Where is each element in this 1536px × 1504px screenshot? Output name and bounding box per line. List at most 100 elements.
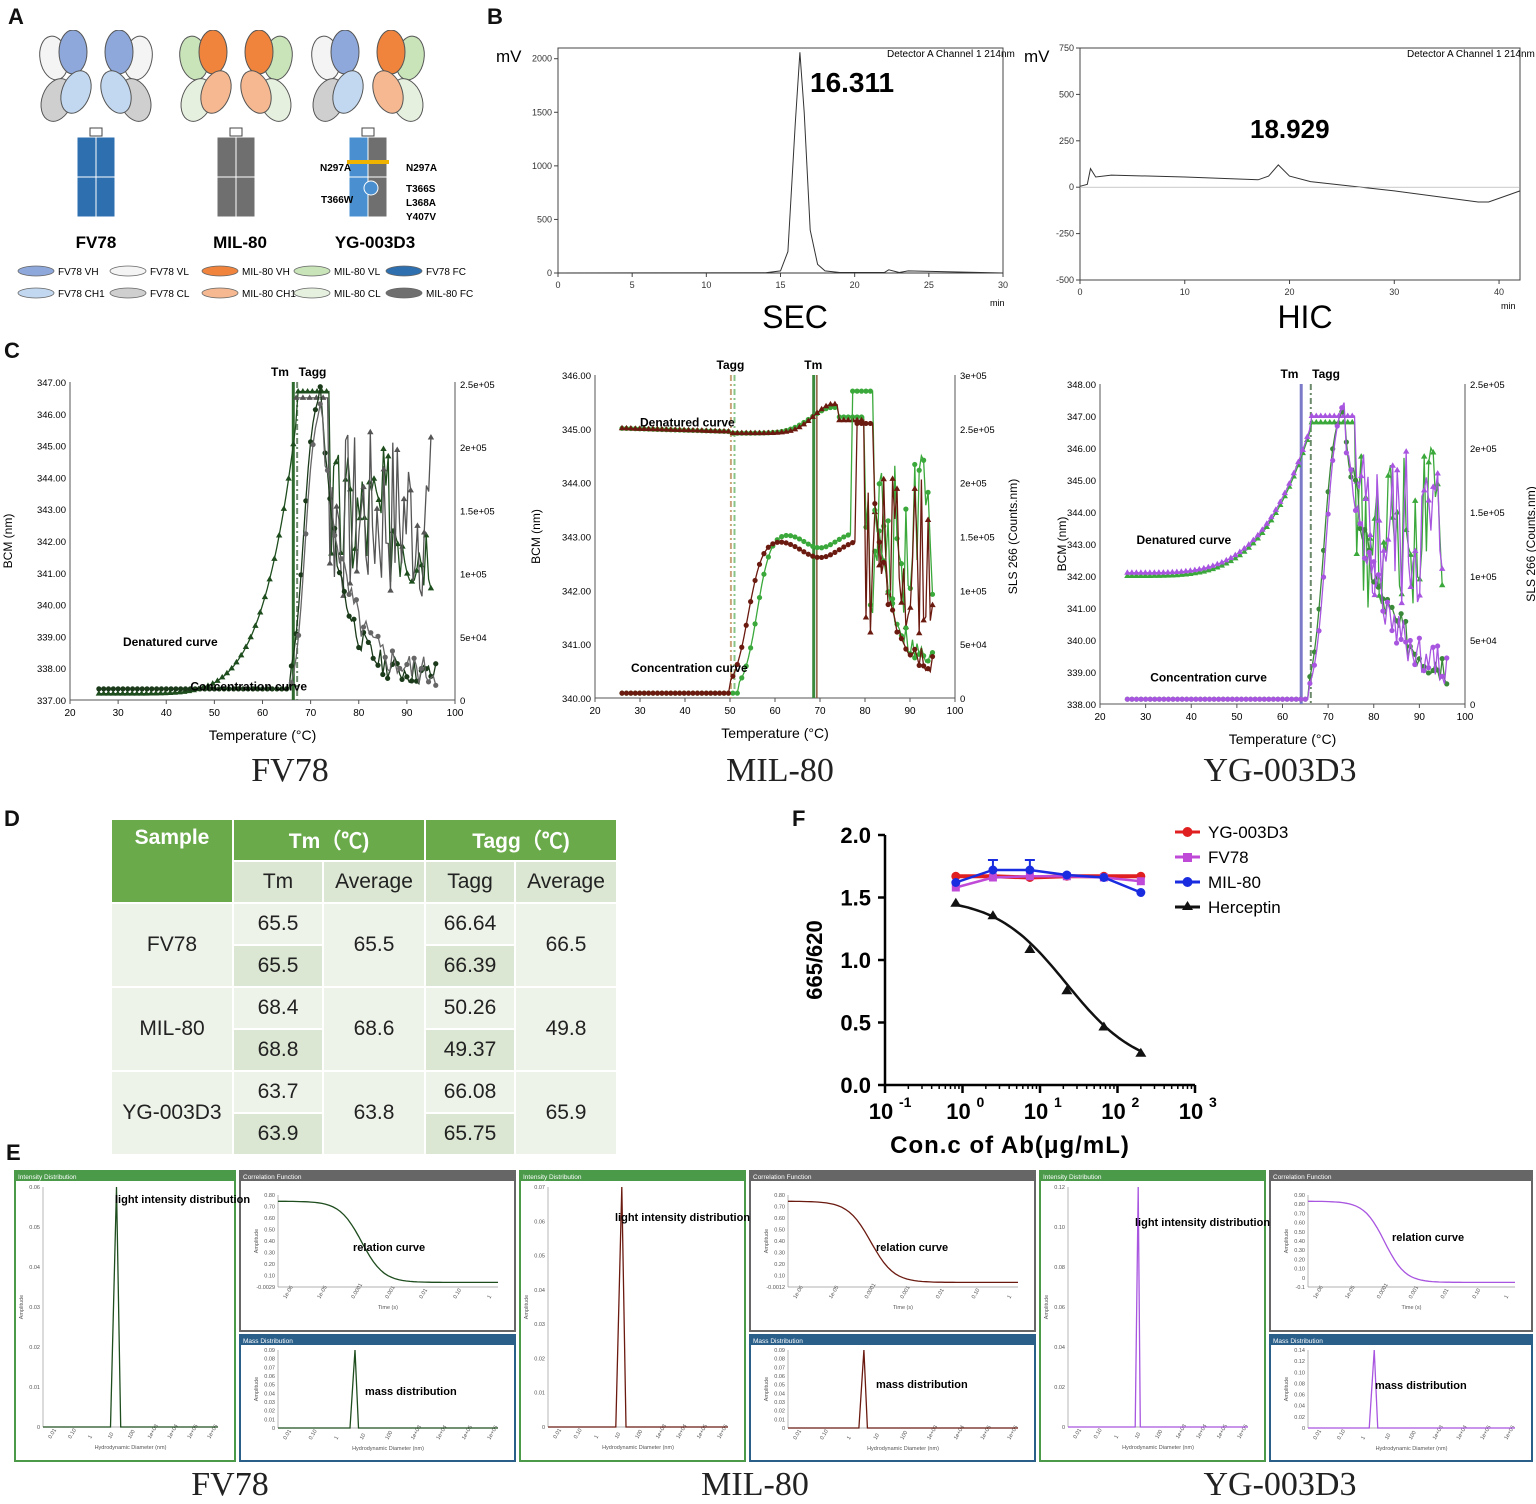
circle-marker [1174, 696, 1181, 702]
circle-marker [332, 532, 338, 538]
circle-marker [1348, 467, 1354, 473]
circle-marker [774, 539, 780, 545]
y-tick-label: 343.00 [1067, 540, 1096, 551]
circle-marker [1320, 574, 1327, 580]
dls-window-titlebar [15, 1171, 235, 1181]
y2-tick-label: 5e+04 [460, 633, 487, 644]
circle-marker [433, 661, 439, 667]
triangle-marker [252, 622, 259, 628]
hinge [361, 127, 375, 137]
y-tick-label: 0.10 [1054, 1225, 1065, 1231]
circle-marker [1247, 696, 1254, 702]
x-tick-label: 0.10 [308, 1429, 319, 1441]
y2-tick-label: 2e+05 [960, 479, 987, 490]
y-tick-label: 340.00 [562, 694, 591, 705]
y-tick-label: 0.01 [774, 1417, 785, 1423]
triangle-marker [1160, 569, 1167, 575]
y-tick-label: 0.03 [774, 1400, 785, 1406]
x-tick-label: 0.10 [1093, 1428, 1104, 1440]
distribution-peak [43, 1186, 218, 1428]
circle-marker [303, 531, 309, 537]
y-tick-label: 0.40 [774, 1239, 785, 1245]
circle-marker [827, 552, 834, 558]
circle-marker [752, 621, 758, 627]
triangle-marker [228, 664, 235, 671]
x-tick-label: 90 [401, 708, 413, 719]
triangle-marker [394, 540, 401, 547]
y-tick-label: 342.00 [562, 586, 591, 597]
table-cell: 63.9 [232, 1112, 324, 1156]
circle-marker [748, 645, 754, 651]
x-tick-label: 30 [1389, 287, 1399, 297]
triangle-marker [760, 429, 768, 436]
y-tick-label: 338.00 [37, 664, 66, 675]
x-tick-label: 30 [998, 280, 1008, 290]
triangle-marker [1182, 570, 1190, 577]
y-tick-label: 347.00 [37, 378, 66, 389]
legend-label: MIL-80 [1208, 873, 1261, 892]
y-tick-label: 0.07 [534, 1185, 545, 1191]
triangle-marker [800, 420, 808, 427]
circle-marker [1266, 696, 1272, 702]
triangle-marker [827, 400, 834, 407]
x-tick-label: 40 [161, 708, 173, 719]
ch1-domain [60, 70, 92, 114]
vh-domain [330, 30, 360, 75]
triangle-marker [1429, 483, 1437, 489]
circle-marker [743, 663, 749, 669]
triangle-marker [1322, 412, 1329, 418]
table-cell: 63.7 [232, 1070, 324, 1114]
dls-window-title: Correlation Function [243, 1174, 302, 1181]
triangle-marker [1146, 569, 1154, 575]
y-tick-label: 338.00 [1067, 700, 1096, 711]
data-point [1061, 985, 1073, 995]
triangle-marker [1420, 486, 1428, 493]
y-tick-label: 0.04 [774, 1391, 785, 1397]
table-cell: 65.5 [322, 902, 426, 988]
y-tick-label: 0.02 [1054, 1385, 1065, 1391]
circle-marker [96, 686, 102, 692]
dls-window-title: Intensity Distribution [523, 1174, 582, 1181]
triangle-marker [1335, 412, 1342, 418]
x-tick-label: 0.01 [553, 1428, 564, 1440]
x-tick-label: 1 [1114, 1434, 1121, 1440]
circle-marker [1129, 696, 1135, 702]
circle-marker [1403, 618, 1409, 625]
tm-label: Tm [271, 365, 289, 379]
tm-label: Tm [1280, 367, 1298, 381]
dls-window-titlebar [520, 1171, 745, 1181]
fc-domain [216, 176, 237, 218]
circle-marker [433, 682, 439, 688]
triangle-marker [346, 579, 354, 586]
circle-marker [274, 686, 280, 692]
dls-window [749, 1170, 1036, 1332]
triangle-marker [632, 425, 639, 431]
circle-marker [694, 690, 701, 696]
y-tick-label: 0.08 [264, 1357, 275, 1363]
x-tick-label: 30 [113, 708, 125, 719]
triangle-marker [1227, 554, 1235, 560]
hic-detector-label: Detector A Channel 1 214nm [1407, 49, 1535, 60]
x-tick-label: 10 [1179, 1099, 1203, 1124]
tm-label: Tm [804, 360, 822, 372]
triangle-marker [1376, 592, 1383, 598]
circle-marker [854, 388, 860, 394]
circle-marker [226, 686, 232, 692]
table-cell: 66.64 [424, 902, 516, 946]
triangle-marker [1376, 517, 1383, 523]
triangle-marker [813, 409, 821, 415]
mutation-label: L368A [406, 198, 436, 209]
x-tick-label: 1 [1007, 1294, 1014, 1300]
y-tick-label: 344.00 [1067, 508, 1096, 519]
triangle-marker [1420, 453, 1428, 459]
triangle-marker [367, 428, 374, 435]
triangle-marker [680, 426, 688, 433]
legend-label: MIL-80 CL [334, 289, 381, 300]
circle-marker [411, 655, 417, 661]
y-tick-label: 0 [1062, 1425, 1065, 1431]
y-axis-title: BCM (nm) [1055, 517, 1069, 572]
header-tagg: Tagg（℃) [424, 818, 618, 862]
triangle-marker [1254, 534, 1261, 541]
triangle-marker [707, 427, 714, 433]
circle-marker [659, 690, 665, 696]
